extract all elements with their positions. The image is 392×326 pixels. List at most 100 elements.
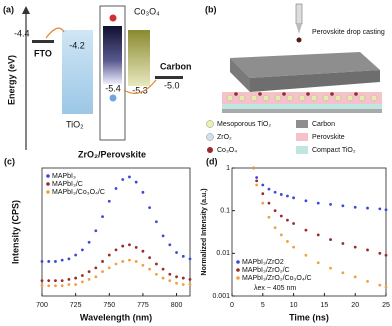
data-point [74, 283, 78, 286]
transfer-arrow [45, 27, 65, 39]
data-point [154, 220, 158, 224]
data-point [384, 208, 388, 212]
data-point [366, 206, 369, 210]
fto-level [32, 40, 54, 43]
panel-label: (b) [205, 4, 217, 14]
data-point [175, 275, 178, 279]
data-point [175, 281, 178, 285]
data-point [128, 243, 131, 247]
data-point [286, 194, 289, 198]
data-point [175, 251, 178, 254]
x-tick-label: 750 [103, 302, 115, 309]
data-point [54, 284, 57, 288]
plot-frame [231, 167, 387, 297]
data-point [107, 253, 111, 257]
data-point [87, 240, 91, 244]
data-point [168, 272, 172, 276]
data-point [67, 277, 71, 281]
legend-label: Compact TiO₂ [312, 147, 356, 154]
data-point [87, 270, 91, 274]
data-point [74, 253, 78, 257]
data-point [273, 209, 277, 213]
compact-tio2 [222, 104, 382, 109]
data-point [54, 260, 57, 263]
data-point [94, 266, 98, 270]
data-point [341, 271, 345, 275]
data-point [188, 257, 192, 261]
data-point [40, 284, 44, 288]
x-tick-label: 15 [321, 302, 329, 309]
legend-marker [236, 276, 240, 280]
data-point [286, 240, 289, 243]
data-point [286, 218, 289, 222]
legend-marker [46, 182, 50, 186]
data-point [134, 260, 138, 263]
legend-marker [46, 174, 50, 178]
data-point [134, 180, 138, 184]
data-point [101, 215, 104, 219]
data-point [168, 279, 172, 283]
data-point [161, 267, 165, 271]
data-point [80, 248, 84, 252]
data-point [128, 258, 131, 262]
legend-marker [296, 146, 308, 154]
data-point [255, 183, 259, 187]
legend-label: Carbon [312, 121, 335, 128]
y-axis-title: Intensity (CPS) [10, 200, 20, 264]
data-point [292, 222, 295, 225]
data-point [74, 276, 78, 280]
legend-label: Mesoporous TiO₂ [217, 121, 271, 128]
y-axis-title: Energy (eV) [6, 55, 16, 105]
data-point [378, 283, 382, 287]
legend-marker [207, 147, 213, 153]
level-label: -5.0 [164, 80, 180, 90]
legend-marker [296, 120, 308, 128]
caption: Perovskite drop casting [312, 29, 385, 36]
data-point [47, 260, 51, 263]
data-point [154, 272, 158, 276]
legend-marker [206, 120, 214, 128]
data-point [188, 277, 192, 281]
data-point [341, 242, 345, 245]
data-point [80, 274, 84, 277]
data-point [60, 284, 64, 288]
legend-label: ZrO₂ [217, 134, 232, 141]
x-tick-label: 25 [382, 302, 390, 309]
data-point [134, 245, 138, 249]
tio2-band [62, 30, 93, 114]
data-point [121, 178, 125, 181]
x-tick-label: 0 [230, 302, 234, 309]
x-axis-title: Time (ns) [289, 312, 329, 322]
legend-marker [46, 190, 50, 194]
data-point [353, 245, 357, 249]
y-axis-title: Normalized Intensity (a.u.) [201, 188, 208, 275]
x-axis-title: Wavelength (nm) [80, 312, 152, 322]
data-point [141, 263, 145, 267]
x-tick-label: 10 [290, 302, 298, 309]
data-point [148, 206, 152, 210]
data-point [47, 279, 51, 283]
data-point [60, 279, 64, 283]
data-point [255, 179, 259, 183]
data-point [148, 267, 152, 271]
data-point [261, 183, 265, 187]
x-tick-label: 5 [261, 302, 265, 309]
data-point [252, 166, 255, 170]
data-point [107, 199, 111, 203]
data-point [261, 192, 265, 196]
data-point [316, 261, 320, 265]
data-point [384, 285, 388, 289]
annotation: λex ~ 405 nm [254, 285, 296, 292]
panel-label: (c) [4, 156, 15, 166]
data-point [141, 249, 145, 253]
legend-marker [206, 133, 214, 141]
data-point [329, 266, 332, 270]
legend-label: MAPbI₃/Co₃O₄/C [52, 189, 105, 196]
data-point [67, 283, 71, 286]
data-point [279, 214, 283, 218]
data-point [161, 276, 165, 280]
data-point [94, 275, 98, 279]
data-point [101, 260, 104, 263]
legend-label: Perovskite [312, 134, 345, 141]
x-tick-label: 725 [70, 302, 82, 309]
